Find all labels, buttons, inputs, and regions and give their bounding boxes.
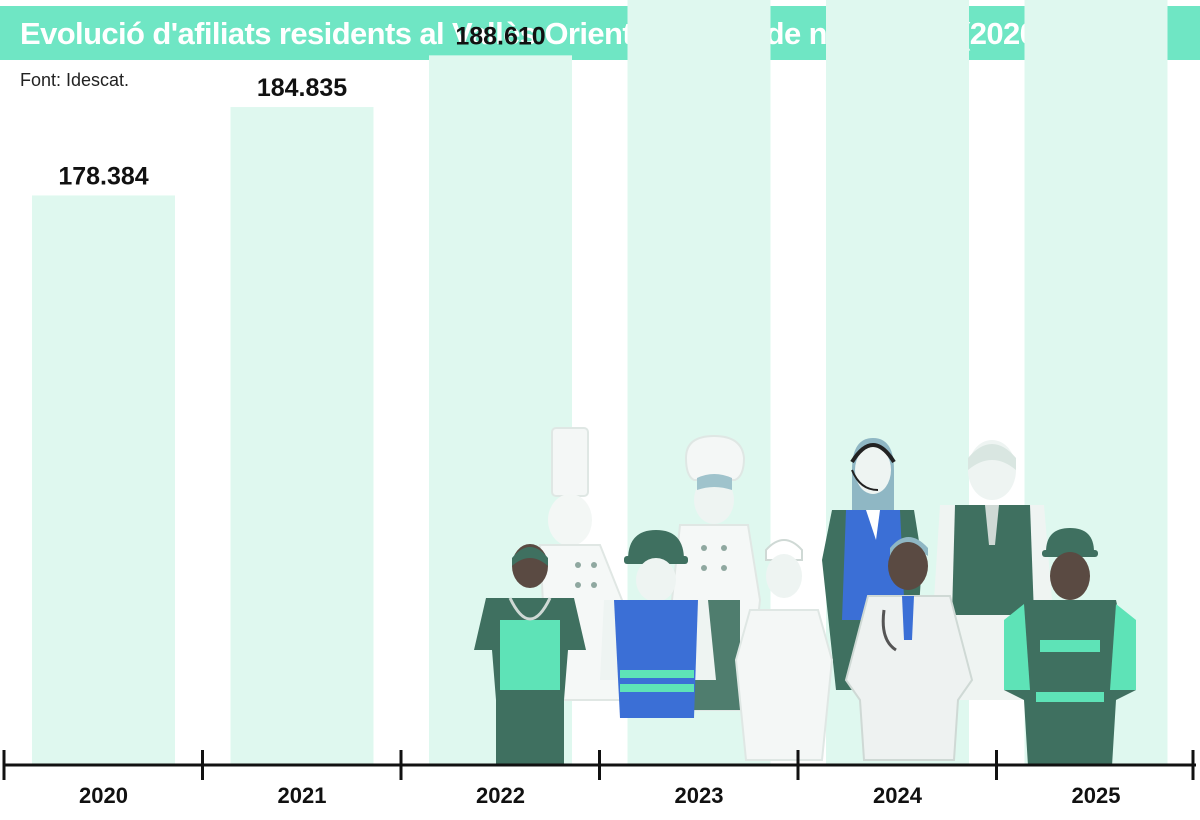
x-tick-labels-group: 2020 2021 2022 2023 2024 2025 <box>79 783 1120 808</box>
workers-illustration <box>474 427 1136 766</box>
construction-worker-figure <box>600 530 716 718</box>
x-tick-label-2021: 2021 <box>278 783 327 808</box>
x-tick-label-2024: 2024 <box>873 783 923 808</box>
mechanic-figure <box>1004 528 1136 766</box>
bar-2021 <box>230 107 374 766</box>
doctor-scrubs-figure <box>474 544 586 766</box>
value-label-2020: 178.384 <box>58 162 148 190</box>
value-label-2022: 188.610 <box>455 22 545 50</box>
value-labels-group: 178.384184.835188.610193.165197.745200.4… <box>58 22 545 190</box>
x-tick-label-2022: 2022 <box>476 783 525 808</box>
x-axis <box>2 750 1196 780</box>
doctor-stethoscope-figure <box>844 537 974 761</box>
x-tick-label-2025: 2025 <box>1072 783 1121 808</box>
bar-2020 <box>32 195 175 765</box>
x-tick-label-2020: 2020 <box>79 783 128 808</box>
nurse-figure <box>734 539 834 761</box>
source-note: Font: Idescat. <box>20 70 130 90</box>
value-label-2021: 184.835 <box>257 74 347 102</box>
x-tick-label-2023: 2023 <box>675 783 724 808</box>
